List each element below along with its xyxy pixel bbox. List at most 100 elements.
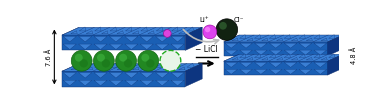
Polygon shape — [171, 73, 184, 78]
Polygon shape — [225, 69, 237, 74]
Polygon shape — [328, 35, 343, 56]
Polygon shape — [299, 50, 312, 55]
Circle shape — [203, 25, 217, 39]
Circle shape — [205, 27, 210, 32]
Polygon shape — [62, 35, 185, 50]
Polygon shape — [269, 54, 276, 58]
Polygon shape — [62, 71, 185, 87]
Polygon shape — [299, 54, 305, 58]
Circle shape — [141, 54, 149, 62]
Polygon shape — [247, 38, 253, 41]
Circle shape — [80, 59, 88, 68]
Polygon shape — [140, 80, 153, 86]
Polygon shape — [132, 67, 139, 70]
Circle shape — [93, 50, 114, 71]
Polygon shape — [314, 43, 327, 48]
Polygon shape — [155, 73, 169, 78]
Circle shape — [97, 54, 105, 62]
Polygon shape — [262, 57, 268, 60]
Circle shape — [160, 50, 181, 71]
Polygon shape — [314, 54, 320, 58]
Polygon shape — [163, 67, 170, 70]
Circle shape — [216, 19, 238, 40]
Circle shape — [71, 50, 92, 71]
Polygon shape — [247, 57, 253, 60]
Text: Cl⁻: Cl⁻ — [234, 17, 245, 23]
Polygon shape — [125, 73, 138, 78]
Polygon shape — [79, 63, 86, 67]
Polygon shape — [254, 69, 267, 74]
Polygon shape — [224, 61, 328, 75]
Polygon shape — [86, 31, 93, 34]
Polygon shape — [224, 35, 343, 42]
Polygon shape — [284, 43, 297, 48]
Circle shape — [116, 50, 136, 71]
Polygon shape — [276, 57, 283, 60]
Polygon shape — [71, 67, 77, 70]
Polygon shape — [102, 31, 108, 34]
Polygon shape — [63, 80, 76, 86]
Polygon shape — [232, 38, 238, 41]
Polygon shape — [291, 38, 297, 41]
Circle shape — [119, 54, 127, 62]
Polygon shape — [94, 36, 107, 42]
Polygon shape — [178, 31, 185, 34]
Polygon shape — [94, 44, 107, 50]
Polygon shape — [276, 38, 283, 41]
Polygon shape — [171, 80, 184, 86]
Polygon shape — [148, 31, 154, 34]
Polygon shape — [155, 80, 169, 86]
Polygon shape — [156, 27, 163, 31]
Text: − LiCl: − LiCl — [195, 45, 218, 54]
FancyArrowPatch shape — [183, 29, 218, 44]
Polygon shape — [117, 67, 124, 70]
Polygon shape — [172, 27, 178, 31]
Circle shape — [102, 59, 110, 68]
Polygon shape — [254, 62, 267, 67]
Polygon shape — [329, 35, 335, 38]
Polygon shape — [284, 54, 290, 58]
Polygon shape — [187, 27, 194, 31]
Polygon shape — [125, 80, 138, 86]
Polygon shape — [125, 36, 138, 42]
Circle shape — [219, 22, 227, 30]
Polygon shape — [63, 36, 76, 42]
Polygon shape — [79, 36, 92, 42]
Polygon shape — [79, 44, 92, 50]
Polygon shape — [148, 67, 154, 70]
Polygon shape — [225, 62, 237, 67]
Polygon shape — [155, 44, 169, 50]
Polygon shape — [109, 80, 122, 86]
Text: Li⁺: Li⁺ — [199, 17, 209, 23]
Polygon shape — [262, 38, 268, 41]
Polygon shape — [125, 44, 138, 50]
Polygon shape — [79, 73, 92, 78]
Circle shape — [146, 59, 155, 68]
Polygon shape — [299, 35, 305, 38]
Polygon shape — [270, 69, 282, 74]
Polygon shape — [94, 63, 101, 67]
Polygon shape — [63, 44, 76, 50]
Polygon shape — [140, 73, 153, 78]
Polygon shape — [284, 50, 297, 55]
Polygon shape — [79, 27, 86, 31]
Polygon shape — [328, 54, 343, 75]
Polygon shape — [102, 67, 108, 70]
Polygon shape — [224, 54, 343, 61]
Polygon shape — [299, 43, 312, 48]
Polygon shape — [306, 57, 312, 60]
Polygon shape — [225, 50, 237, 55]
Polygon shape — [94, 80, 107, 86]
Polygon shape — [284, 35, 290, 38]
Polygon shape — [109, 36, 122, 42]
Circle shape — [163, 30, 171, 37]
Polygon shape — [224, 42, 328, 56]
Polygon shape — [225, 43, 237, 48]
Polygon shape — [125, 27, 132, 31]
Text: 4.8 Å: 4.8 Å — [350, 46, 357, 64]
Polygon shape — [291, 57, 297, 60]
Polygon shape — [178, 67, 185, 70]
Polygon shape — [314, 69, 327, 74]
Polygon shape — [187, 63, 194, 67]
Polygon shape — [314, 35, 320, 38]
